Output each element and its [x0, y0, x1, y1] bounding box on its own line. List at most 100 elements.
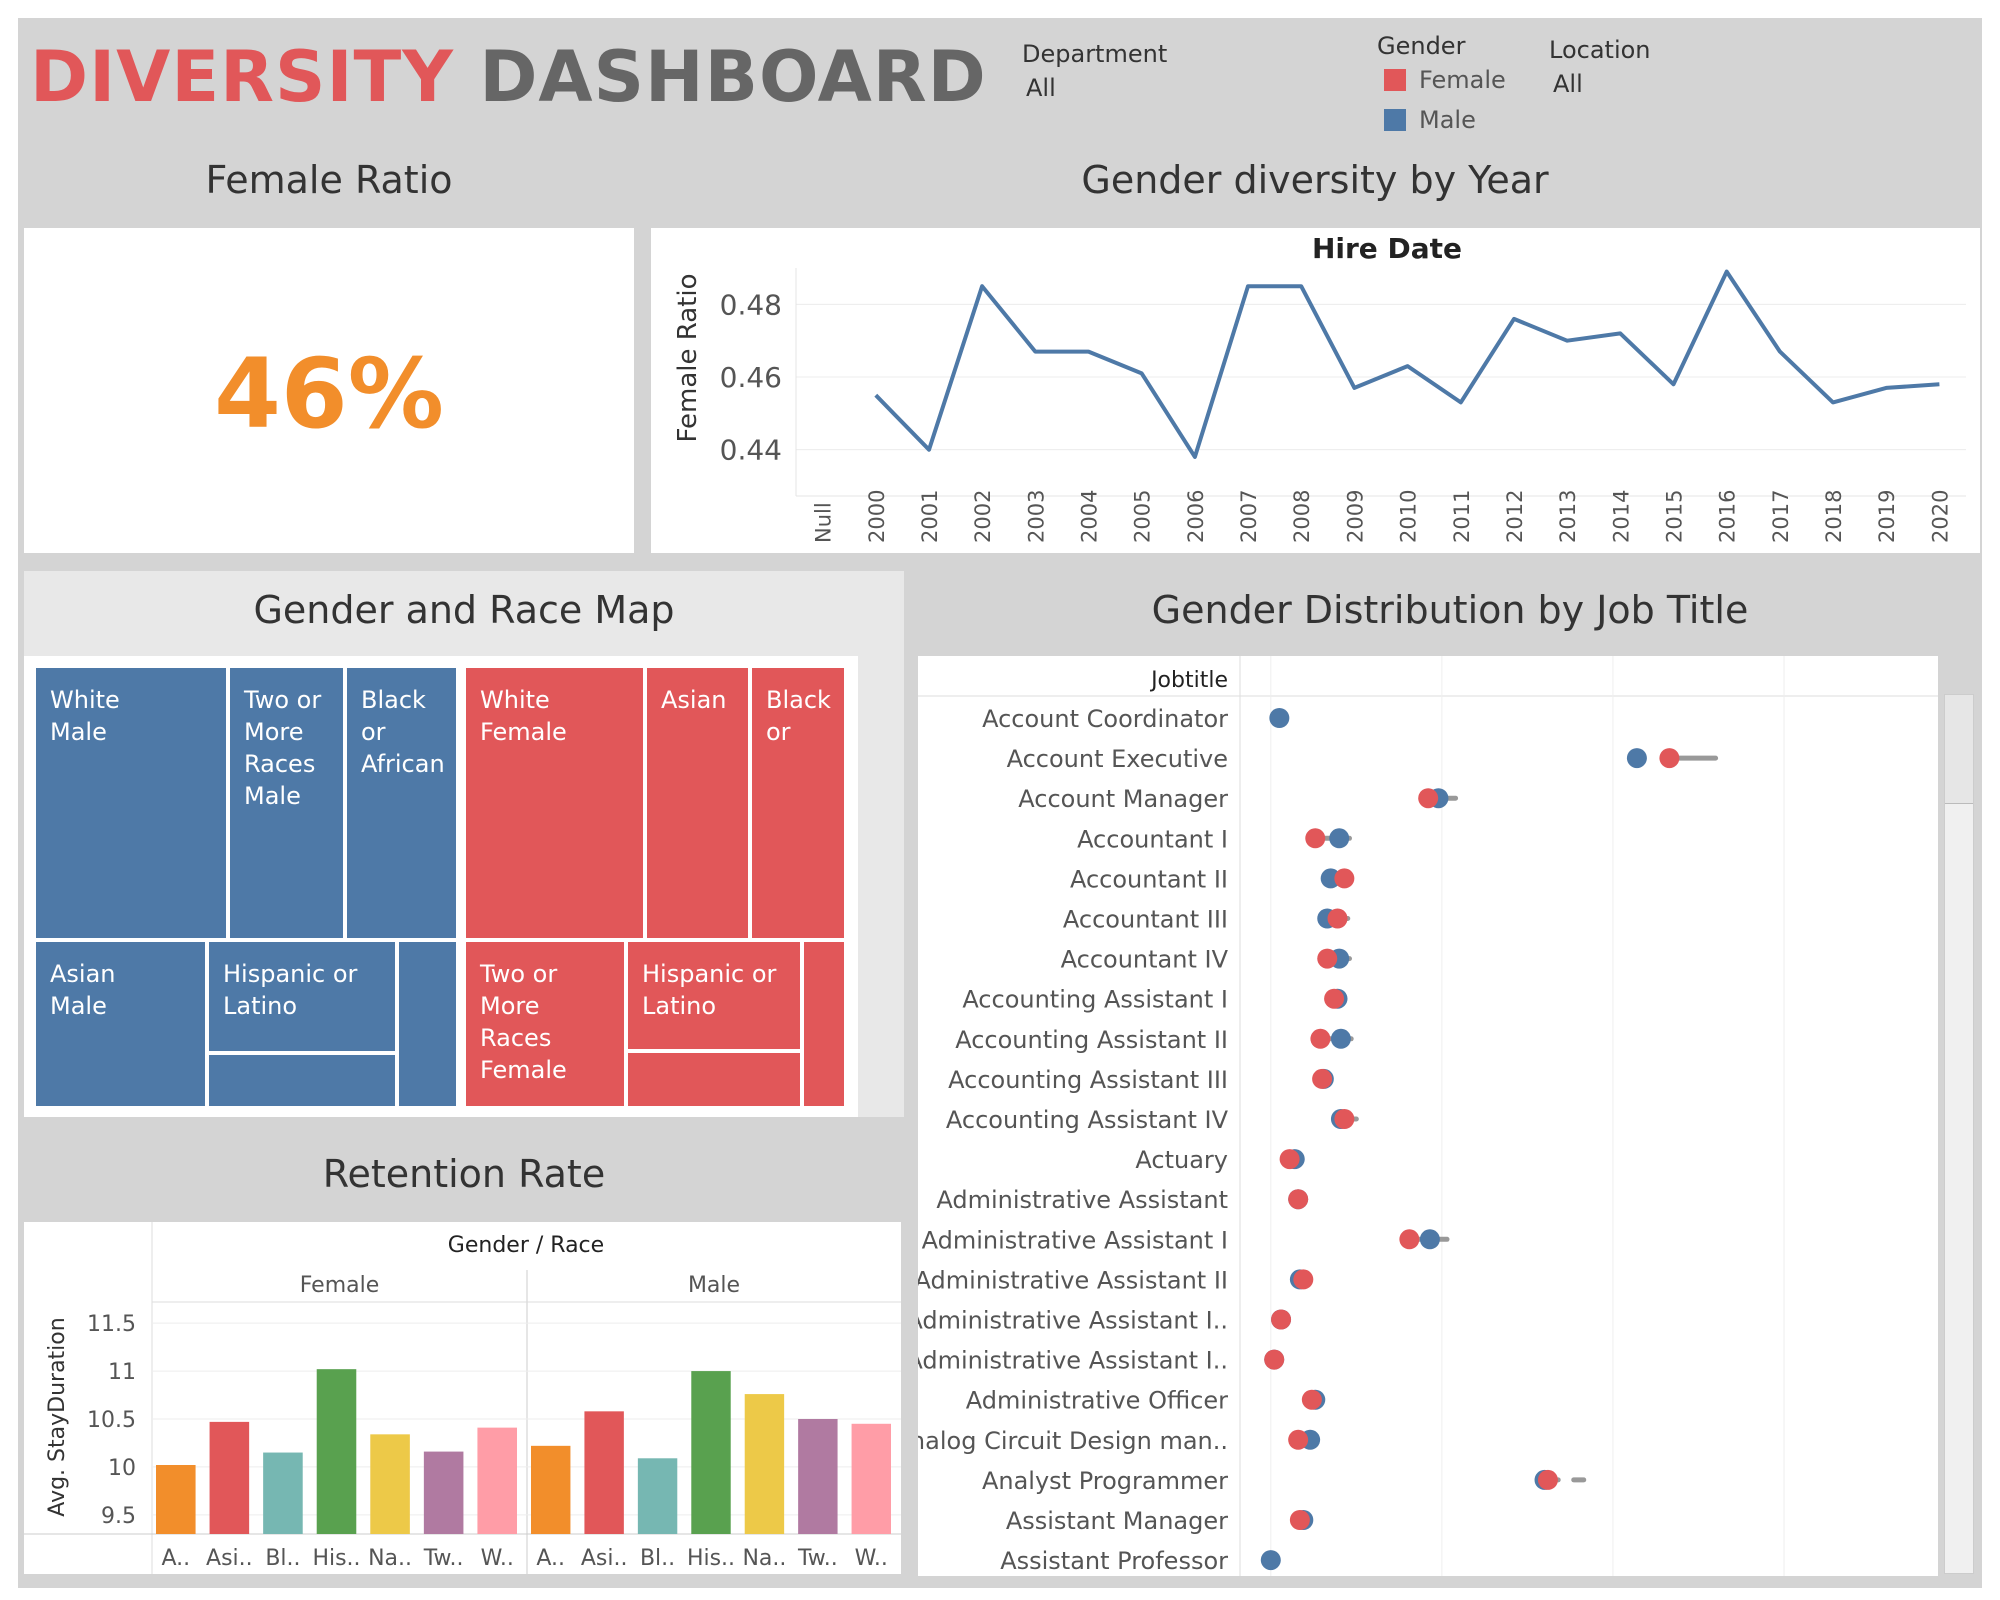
treemap-cell[interactable]: Black or	[750, 666, 846, 940]
retention-bar[interactable]	[423, 1451, 464, 1534]
female-dot[interactable]	[1399, 1229, 1420, 1250]
line-x-tick-label: 2011	[1450, 490, 1474, 543]
treemap-cell[interactable]: Two or More Races Female	[464, 940, 626, 1108]
job-title-label: Actuary	[1135, 1146, 1228, 1174]
retention-bar[interactable]	[744, 1394, 785, 1534]
female-dot[interactable]	[1537, 1469, 1558, 1490]
treemap-cell[interactable]: Asian	[645, 666, 750, 940]
treemap-cell[interactable]	[397, 940, 458, 1108]
retention-header: Gender / Race	[448, 1233, 604, 1258]
retention-bar[interactable]	[209, 1421, 250, 1534]
female-dot[interactable]	[1324, 988, 1345, 1009]
retention-x-tick-label: Tw..	[797, 1546, 838, 1571]
line-x-tick-label: 2013	[1556, 490, 1580, 543]
female-ratio-title: Female Ratio	[205, 158, 453, 202]
retention-bar[interactable]	[156, 1465, 196, 1534]
retention-bar[interactable]	[477, 1427, 517, 1534]
female-dot[interactable]	[1264, 1349, 1285, 1370]
retention-bar[interactable]	[584, 1411, 624, 1534]
male-legend-label[interactable]: Male	[1419, 106, 1476, 134]
male-dot[interactable]	[1260, 1550, 1281, 1571]
retention-x-tick-label: Bl..	[265, 1546, 300, 1571]
male-legend-swatch[interactable]	[1384, 109, 1406, 131]
male-dot[interactable]	[1329, 828, 1350, 849]
female-dot[interactable]	[1418, 788, 1439, 809]
female-dot[interactable]	[1305, 828, 1326, 849]
retention-bar[interactable]	[691, 1371, 731, 1534]
retention-x-tick-label: Bl..	[640, 1546, 675, 1571]
female-dot[interactable]	[1334, 868, 1355, 889]
female-dot[interactable]	[1659, 748, 1680, 769]
male-dot[interactable]	[1419, 1229, 1440, 1250]
treemap-cell-label: Hispanic or	[223, 960, 358, 988]
retention-x-tick-label: His..	[312, 1546, 360, 1571]
retention-bar[interactable]	[531, 1445, 571, 1534]
retention-bar[interactable]	[851, 1423, 891, 1534]
retention-bar[interactable]	[798, 1419, 838, 1534]
female-dot[interactable]	[1288, 1429, 1309, 1450]
treemap-cell[interactable]: Hispanic or Latino	[207, 940, 397, 1053]
location-filter-value[interactable]: All	[1553, 70, 1583, 98]
female-dot[interactable]	[1271, 1309, 1292, 1330]
treemap-cell-label: Latino	[223, 992, 298, 1020]
department-filter-value[interactable]: All	[1026, 74, 1056, 102]
line-y-tick-label: 0.44	[720, 434, 782, 467]
treemap-cell[interactable]	[802, 940, 846, 1108]
treemap-cell-label: Races	[244, 750, 316, 778]
job-title-label: Administrative Assistant	[936, 1186, 1228, 1214]
treemap-cell[interactable]: White Female	[464, 666, 645, 940]
line-series-female-ratio[interactable]	[874, 269, 1940, 459]
title-part-dashboard: DASHBOARD	[479, 36, 987, 118]
retention-y-tick-label: 11.5	[87, 1312, 136, 1337]
retention-bar[interactable]	[370, 1434, 410, 1534]
treemap-cell-label: Male	[50, 992, 107, 1020]
female-dot[interactable]	[1289, 1510, 1310, 1530]
female-dot[interactable]	[1317, 948, 1338, 969]
treemap-cell-label: Hispanic or	[642, 960, 777, 988]
treemap-cell[interactable]: Hispanic or Latino	[626, 940, 802, 1051]
retention-bar[interactable]	[263, 1452, 303, 1534]
male-dot[interactable]	[1269, 708, 1290, 728]
title-part-diversity: DIVERSITY	[30, 36, 454, 118]
job-title-dotplot: Jobtitle Account Coordinator Account Exec…	[918, 656, 1938, 1576]
line-x-tick-label: 2003	[1024, 490, 1048, 543]
line-x-tick-label: 2015	[1663, 490, 1687, 543]
line-x-tick-label: 2000	[865, 490, 889, 543]
female-legend-label[interactable]: Female	[1419, 66, 1506, 94]
female-dot[interactable]	[1288, 1189, 1309, 1210]
female-dot[interactable]	[1327, 908, 1348, 929]
line-x-tick-label: 2009	[1343, 490, 1367, 543]
female-dot[interactable]	[1293, 1269, 1314, 1290]
retention-bar[interactable]	[637, 1458, 678, 1534]
job-title-panel	[918, 656, 1938, 1576]
male-dot[interactable]	[1626, 748, 1647, 769]
female-dot[interactable]	[1279, 1149, 1300, 1170]
female-dot[interactable]	[1301, 1389, 1322, 1410]
line-chart: Hire Date Female Ratio 0.44 0.46 0.48 Null…	[673, 232, 1966, 543]
treemap-cell-label: African	[361, 750, 445, 778]
retention-x-tick-label: Asi..	[206, 1546, 253, 1571]
treemap-cell[interactable]: White Male	[34, 666, 228, 940]
female-dot[interactable]	[1310, 1028, 1331, 1049]
scrollbar-thumb[interactable]	[1945, 695, 1973, 804]
line-x-tick-label: 2008	[1290, 490, 1314, 543]
line-x-tick-label: 2019	[1875, 490, 1899, 543]
treemap-cell-label: Male	[244, 782, 301, 810]
treemap-cell[interactable]: Two or More Races Male	[228, 666, 345, 940]
female-dot[interactable]	[1312, 1068, 1333, 1089]
job-title-scrollbar[interactable]	[1944, 694, 1974, 1574]
male-dot[interactable]	[1330, 1028, 1351, 1049]
female-dot[interactable]	[1334, 1109, 1355, 1129]
treemap-cell[interactable]	[207, 1053, 397, 1108]
treemap-cell-label: Black	[361, 686, 426, 714]
retention-x-tick-label: A..	[161, 1546, 190, 1571]
retention-y-tick-label: 11	[108, 1360, 136, 1385]
race-map-title: Gender and Race Map	[253, 588, 675, 632]
treemap-cell[interactable]: Asian Male	[34, 940, 207, 1108]
male-dot[interactable]	[1320, 868, 1341, 889]
job-title-label: Account Executive	[1007, 745, 1228, 773]
treemap-cell[interactable]	[626, 1051, 802, 1108]
treemap-cell[interactable]: Black or African	[345, 666, 458, 940]
retention-bar[interactable]	[316, 1369, 357, 1534]
female-legend-swatch[interactable]	[1384, 69, 1406, 91]
